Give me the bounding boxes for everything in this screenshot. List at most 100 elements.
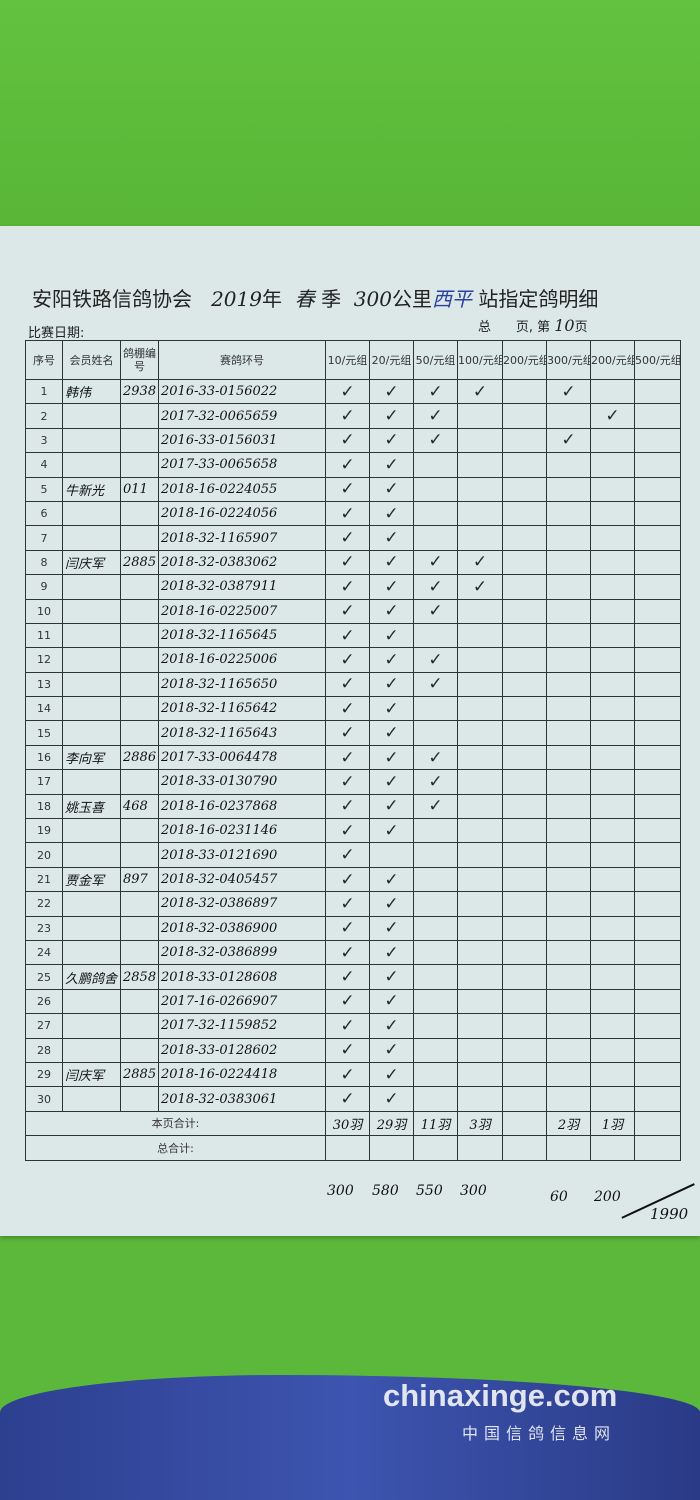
- check-mark-icon: ✓: [384, 796, 399, 817]
- check-mark-icon: ✓: [384, 942, 399, 963]
- table-row: 18 姚玉喜 468 2018-16-0237868 ✓ ✓ ✓: [25, 793, 681, 820]
- check-cell: ✓: [457, 378, 503, 405]
- row-number: 2: [25, 403, 63, 429]
- check-cell: ✓: [369, 403, 414, 429]
- check-cell: [590, 720, 635, 746]
- check-cell: [413, 842, 458, 868]
- check-mark-icon: ✓: [384, 430, 399, 451]
- check-cell: [634, 988, 681, 1015]
- check-cell: [502, 964, 547, 990]
- check-mark-icon: ✓: [428, 552, 443, 573]
- loft-number: [120, 1086, 159, 1112]
- check-mark-icon: ✓: [472, 381, 488, 402]
- check-cell: [457, 769, 503, 795]
- table-row: 19 2018-16-0231146 ✓ ✓: [25, 818, 681, 844]
- ring-number: 2018-32-0383061: [158, 1086, 326, 1112]
- loft-number: [120, 574, 159, 600]
- row-number: 24: [25, 939, 63, 966]
- check-cell: [413, 1061, 458, 1088]
- check-mark-icon: ✓: [384, 503, 399, 524]
- check-mark-icon: ✓: [340, 845, 355, 866]
- ring-number: 2018-33-0128602: [158, 1037, 326, 1063]
- check-mark-icon: ✓: [384, 893, 399, 914]
- check-cell: [413, 891, 458, 917]
- check-mark-icon: ✓: [384, 723, 399, 744]
- check-cell: ✓: [325, 549, 370, 576]
- check-cell: [502, 452, 547, 478]
- row-number: 23: [25, 915, 63, 941]
- check-mark-icon: ✓: [340, 479, 355, 500]
- ring-number: 2018-32-0386899: [158, 939, 326, 966]
- pigeon-table: 序号 会员姓名 鸽棚编号 赛鸽环号 10/元组 20/元组 50/元组 100/元组 200/元…: [25, 340, 681, 1161]
- check-cell: [502, 500, 547, 527]
- ring-number: 2018-16-0224056: [158, 500, 326, 527]
- check-mark-icon: ✓: [340, 625, 355, 646]
- row-number: 3: [25, 427, 63, 454]
- check-cell: [502, 696, 547, 722]
- check-mark-icon: ✓: [561, 381, 576, 402]
- ring-number: 2018-32-0387911: [158, 574, 326, 600]
- check-mark-icon: ✓: [384, 820, 399, 841]
- check-mark-icon: ✓: [384, 967, 399, 988]
- check-cell: ✓: [325, 476, 370, 502]
- check-cell: [546, 720, 591, 746]
- table-row: 17 2018-33-0130790 ✓ ✓ ✓: [25, 769, 681, 795]
- row-number: 10: [25, 598, 63, 624]
- check-cell: [590, 988, 635, 1015]
- check-mark-icon: ✓: [384, 381, 399, 402]
- check-mark-icon: ✓: [340, 991, 355, 1012]
- check-cell: ✓: [325, 964, 370, 990]
- table-row: 1 韩伟 2938 2016-33-0156022 ✓ ✓ ✓ ✓ ✓: [25, 378, 681, 405]
- check-cell: ✓: [413, 647, 458, 673]
- column-header: 会员姓名: [62, 340, 121, 380]
- page-total-cell: 2羽: [546, 1110, 591, 1137]
- ring-number: 2018-32-1165643: [158, 720, 326, 746]
- row-number: 13: [25, 671, 63, 698]
- check-mark-icon: ✓: [428, 381, 443, 402]
- check-cell: ✓: [413, 598, 458, 624]
- table-row: 23 2018-32-0386900 ✓ ✓: [25, 915, 681, 941]
- check-cell: [502, 891, 547, 917]
- page-total-cell: 30羽: [325, 1110, 370, 1137]
- loft-number: 2885: [120, 549, 159, 576]
- check-cell: [634, 696, 681, 722]
- check-cell: [413, 720, 458, 746]
- amount-value: 580: [372, 1183, 399, 1199]
- check-cell: [634, 964, 681, 990]
- check-cell: [546, 525, 591, 551]
- amount-value: 300: [327, 1183, 354, 1199]
- column-header: 20/元组: [369, 340, 414, 380]
- check-cell: ✓: [325, 403, 370, 429]
- loft-number: [120, 769, 159, 795]
- table-row: 13 2018-32-1165650 ✓ ✓ ✓: [25, 671, 681, 698]
- check-cell: ✓: [325, 378, 370, 405]
- table-row: 26 2017-16-0266907 ✓ ✓: [25, 988, 681, 1015]
- row-number: 16: [25, 744, 63, 771]
- loft-number: 2885: [120, 1061, 159, 1088]
- row-number: 8: [25, 549, 63, 576]
- check-mark-icon: ✓: [340, 552, 355, 573]
- check-cell: ✓: [413, 403, 458, 429]
- check-cell: [457, 939, 503, 966]
- form-title: 安阳铁路信鸽协会 2019年 春 季 300公里西平 站指定鸽明细: [32, 283, 598, 312]
- check-mark-icon: ✓: [384, 454, 399, 475]
- check-cell: [457, 866, 503, 893]
- member-name: 牛新光: [62, 476, 121, 502]
- page-total-cell: [502, 1110, 547, 1137]
- check-cell: [546, 696, 591, 722]
- title-station: 西平: [431, 287, 472, 311]
- check-cell: ✓: [369, 988, 414, 1015]
- check-mark-icon: ✓: [384, 1064, 399, 1085]
- loft-number: 011: [120, 476, 159, 502]
- check-mark-icon: ✓: [340, 430, 355, 451]
- check-cell: [634, 452, 681, 478]
- column-header: 200/元组: [590, 340, 635, 380]
- ring-number: 2017-16-0266907: [158, 988, 326, 1015]
- check-cell: [457, 598, 503, 624]
- amount-value: 60: [550, 1189, 568, 1205]
- check-cell: [590, 1061, 635, 1088]
- check-cell: [590, 939, 635, 966]
- check-cell: [634, 403, 681, 429]
- row-number: 29: [25, 1061, 63, 1088]
- check-cell: [634, 744, 681, 771]
